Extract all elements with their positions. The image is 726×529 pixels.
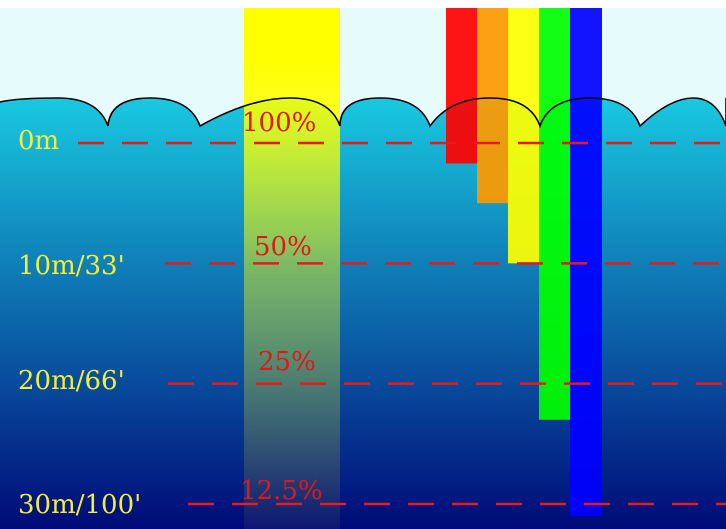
color-band-orange [477,8,509,204]
depth-label-30m: 30m/100' [18,490,142,520]
color-bands [446,8,602,517]
intensity-label-25: 25% [258,347,316,377]
water-surface-outline [0,97,726,129]
depth-label-20m: 20m/66' [18,366,125,396]
sunlight-beam [244,8,340,529]
depth-label-0m: 0m [18,126,60,156]
depth-label-10m: 10m/33' [18,251,125,281]
intensity-label-12-5: 12.5% [240,476,323,506]
color-band-yellow [508,8,540,264]
intensity-label-50: 50% [254,232,312,262]
color-band-red [446,8,478,164]
color-band-green [539,8,571,420]
color-band-blue [570,8,602,517]
intensity-label-100: 100% [242,108,317,138]
depth-lines [78,141,726,506]
water [0,98,726,529]
